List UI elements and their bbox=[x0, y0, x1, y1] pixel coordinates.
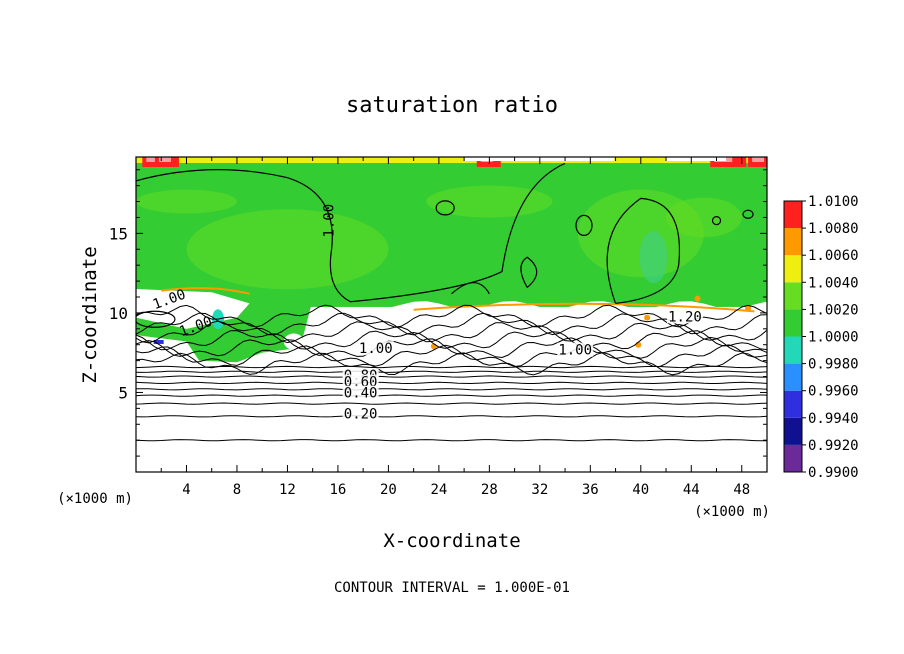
contour-label: 1.00 bbox=[359, 341, 393, 357]
contour-line bbox=[435, 200, 455, 216]
y-tick-label: 5 bbox=[118, 383, 128, 402]
field-layer: 1.001.001.001.001.001.200.800.600.400.20 bbox=[136, 157, 767, 472]
top-band-hot bbox=[752, 157, 765, 162]
contour-line bbox=[136, 304, 767, 328]
colorbar-segment bbox=[784, 417, 802, 445]
top-band-white bbox=[666, 157, 727, 161]
plot-area: 1.001.001.001.001.001.200.800.600.400.20… bbox=[109, 156, 768, 498]
x-axis-label: X-coordinate bbox=[383, 530, 520, 552]
x-tick-label: 48 bbox=[733, 482, 750, 498]
colorbar-label: 0.9920 bbox=[808, 438, 859, 454]
x-tick-label: 4 bbox=[182, 482, 190, 498]
field-variation bbox=[639, 231, 668, 284]
contour-line bbox=[711, 216, 722, 226]
contour-interval-note: CONTOUR INTERVAL = 1.000E-01 bbox=[334, 580, 570, 596]
contour-line bbox=[451, 282, 490, 295]
x-tick-label: 40 bbox=[632, 482, 649, 498]
y-unit-label: (×1000 m) bbox=[57, 491, 133, 507]
colorbar-label: 0.9960 bbox=[808, 384, 859, 400]
contour-line bbox=[136, 365, 767, 369]
colorbar-segment bbox=[784, 363, 802, 391]
contour-label: 0.40 bbox=[344, 386, 378, 402]
x-tick-label: 44 bbox=[683, 482, 700, 498]
colorbar: 0.9900 0.9920 0.9940 0.9960 0.9980 1.0000 1.00… bbox=[783, 194, 859, 481]
contour-line bbox=[136, 352, 767, 376]
chart-title: saturation ratio bbox=[346, 93, 558, 118]
colorbar-label: 0.9980 bbox=[808, 357, 859, 373]
field-variation bbox=[186, 209, 389, 290]
x-tick-label: 28 bbox=[481, 482, 498, 498]
colorbar-segment bbox=[784, 444, 802, 472]
x-tick-label: 8 bbox=[233, 482, 241, 498]
colorbar-label: 1.0080 bbox=[808, 221, 859, 237]
contour-line bbox=[136, 375, 767, 378]
contour-label-bg bbox=[357, 341, 394, 356]
field-spot bbox=[745, 305, 752, 312]
contour-label: 0.20 bbox=[344, 406, 378, 422]
colorbar-segment bbox=[784, 336, 802, 364]
contour-line bbox=[136, 330, 767, 351]
contour-line bbox=[136, 162, 566, 303]
contour-line bbox=[136, 388, 767, 391]
colorbar-segment bbox=[784, 309, 802, 337]
x-tick-label: 32 bbox=[531, 482, 548, 498]
x-unit-label: (×1000 m) bbox=[694, 504, 770, 520]
top-band-white bbox=[464, 157, 615, 161]
contour-line bbox=[136, 310, 176, 328]
contour-line bbox=[136, 402, 767, 405]
colorbar-segment bbox=[784, 255, 802, 283]
colorbar-label: 1.0000 bbox=[808, 330, 859, 346]
cloud-edge bbox=[161, 287, 250, 295]
field-variation bbox=[136, 189, 237, 214]
y-tick-label: 15 bbox=[109, 224, 128, 243]
colorbar-segment bbox=[784, 228, 802, 256]
top-band-hot bbox=[158, 157, 171, 162]
colorbar-label: 0.9940 bbox=[808, 411, 859, 427]
contour-line bbox=[575, 214, 593, 237]
contour-line bbox=[136, 394, 767, 397]
contour-label-bg bbox=[342, 374, 379, 389]
colorbar-label: 1.0020 bbox=[808, 302, 859, 318]
field-variation bbox=[426, 185, 553, 218]
contour-line bbox=[136, 336, 767, 359]
contour-label: 1.20 bbox=[668, 309, 702, 325]
contour-line bbox=[742, 209, 754, 219]
field-spot bbox=[694, 295, 701, 302]
colorbar-label: 1.0060 bbox=[808, 248, 859, 264]
contour-label-bg bbox=[666, 309, 703, 324]
colorbar-label: 1.0100 bbox=[808, 194, 859, 210]
contour-label: 1.00 bbox=[322, 204, 338, 238]
contour-label-bg bbox=[342, 385, 379, 400]
y-tick-label: 10 bbox=[109, 304, 128, 323]
contour-line bbox=[136, 320, 767, 344]
contour-label: 1.00 bbox=[558, 343, 592, 359]
contour-line bbox=[606, 197, 681, 304]
field-variation bbox=[666, 197, 742, 238]
contour-line bbox=[136, 381, 767, 385]
colorbar-label: 1.0040 bbox=[808, 275, 859, 291]
x-tick-label: 20 bbox=[380, 482, 397, 498]
contour-line bbox=[520, 256, 538, 288]
contour-label-bg bbox=[557, 342, 594, 357]
contour-line bbox=[136, 439, 767, 442]
field-spot bbox=[644, 314, 651, 321]
x-tick-label: 36 bbox=[582, 482, 599, 498]
colorbar-segment bbox=[784, 390, 802, 418]
y-axis-label: Z-coordinate bbox=[79, 246, 101, 383]
colorbar-segment bbox=[784, 201, 802, 229]
plot-frame bbox=[135, 156, 768, 473]
contour-line bbox=[136, 415, 767, 418]
field-spot bbox=[153, 339, 164, 344]
x-tick-label: 24 bbox=[430, 482, 447, 498]
contour-label-bg bbox=[342, 406, 379, 421]
colorbar-segment bbox=[784, 282, 802, 310]
colorbar-label: 0.9900 bbox=[808, 465, 859, 481]
top-band bbox=[136, 157, 767, 163]
x-tick-label: 12 bbox=[279, 482, 296, 498]
x-tick-label: 16 bbox=[329, 482, 346, 498]
